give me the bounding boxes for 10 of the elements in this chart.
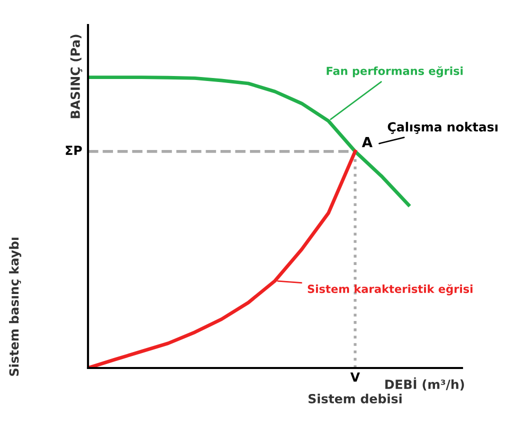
- annotation: Sistem karakteristik eğrisi: [308, 284, 472, 296]
- text: Sistem debisi: [308, 394, 402, 404]
- y-axis-title: BASINÇ (Pa): [70, 34, 82, 118]
- x-axis-title: DEBİ (m³/h): [385, 377, 464, 391]
- ref-line-label: ΣP: [66, 146, 82, 155]
- annotation: Çalışma noktası: [388, 122, 498, 134]
- text: Sistem basınç kaybı: [9, 238, 22, 376]
- annotation: A: [362, 136, 373, 148]
- text: V: [350, 372, 360, 382]
- annotation: Fan performans eğrisi: [326, 66, 463, 78]
